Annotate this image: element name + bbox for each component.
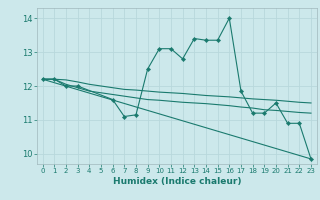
X-axis label: Humidex (Indice chaleur): Humidex (Indice chaleur): [113, 177, 241, 186]
